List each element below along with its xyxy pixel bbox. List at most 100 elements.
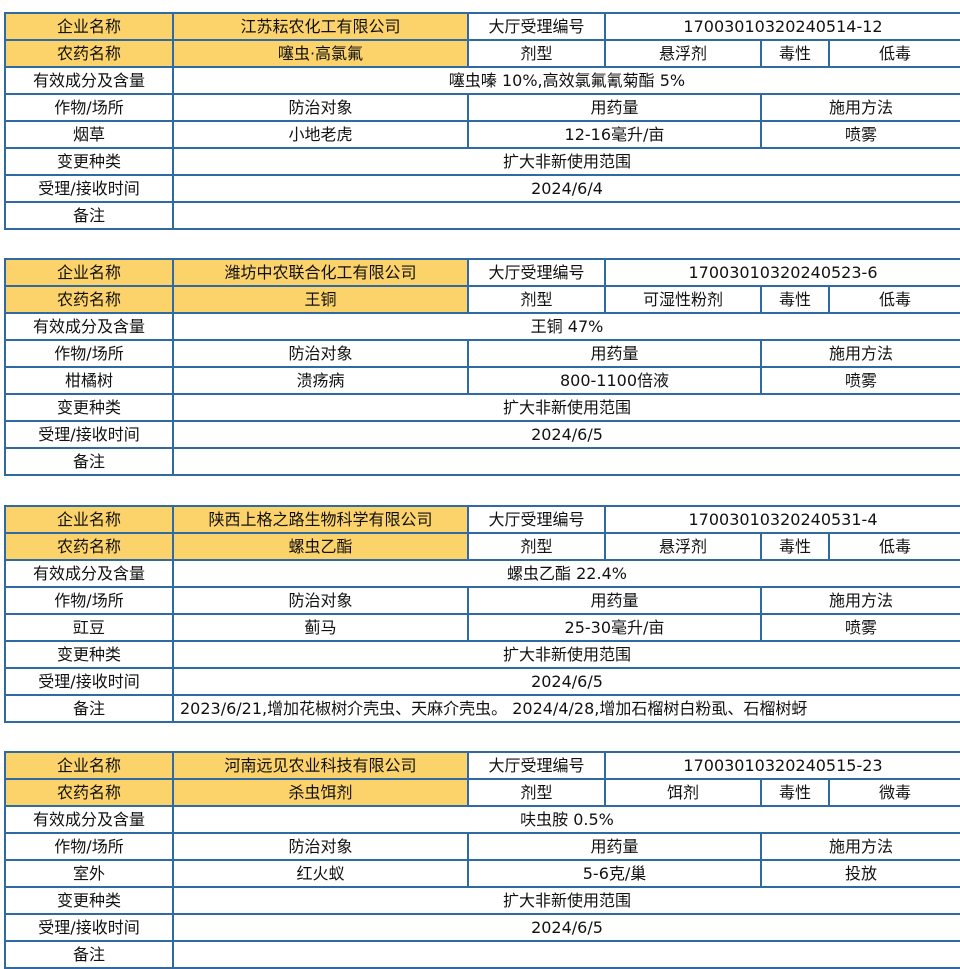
toxicity[interactable]: 低毒	[828, 532, 960, 561]
crop[interactable]: 烟草	[4, 120, 174, 149]
label-target[interactable]: 防治对象	[172, 339, 469, 368]
ingredients[interactable]: 螺虫乙酯 22.4%	[172, 559, 960, 588]
received-date[interactable]: 2024/6/5	[172, 420, 960, 449]
formulation[interactable]: 悬浮剂	[604, 532, 762, 561]
ingredients[interactable]: 噻虫嗪 10%,高效氯氟氰菊酯 5%	[172, 66, 960, 95]
pesticide-name[interactable]: 王铜	[172, 285, 469, 314]
change-type[interactable]: 扩大非新使用范围	[172, 147, 960, 176]
change-type[interactable]: 扩大非新使用范围	[172, 886, 960, 915]
label-note[interactable]: 备注	[4, 694, 174, 723]
target[interactable]: 蓟马	[172, 613, 469, 642]
crop[interactable]: 室外	[4, 859, 174, 888]
formulation[interactable]: 可湿性粉剂	[604, 285, 762, 314]
dosage[interactable]: 5-6克/巢	[467, 859, 762, 888]
label-formulation[interactable]: 剂型	[467, 39, 606, 68]
label-change-type[interactable]: 变更种类	[4, 640, 174, 669]
label-crop[interactable]: 作物/场所	[4, 832, 174, 861]
label-method[interactable]: 施用方法	[760, 586, 960, 615]
formulation[interactable]: 饵剂	[604, 778, 762, 807]
label-ingredients[interactable]: 有效成分及含量	[4, 66, 174, 95]
ingredients[interactable]: 王铜 47%	[172, 312, 960, 341]
label-reg-no[interactable]: 大厅受理编号	[467, 751, 606, 780]
label-formulation[interactable]: 剂型	[467, 778, 606, 807]
method[interactable]: 喷雾	[760, 613, 960, 642]
reg-no[interactable]: 17003010320240514-12	[604, 12, 960, 41]
label-target[interactable]: 防治对象	[172, 93, 469, 122]
company-name[interactable]: 江苏耘农化工有限公司	[172, 12, 469, 41]
reg-no[interactable]: 17003010320240523-6	[604, 258, 960, 287]
label-reg-no[interactable]: 大厅受理编号	[467, 258, 606, 287]
target[interactable]: 红火蚁	[172, 859, 469, 888]
label-method[interactable]: 施用方法	[760, 832, 960, 861]
label-received[interactable]: 受理/接收时间	[4, 420, 174, 449]
label-note[interactable]: 备注	[4, 447, 174, 476]
label-crop[interactable]: 作物/场所	[4, 339, 174, 368]
company-name[interactable]: 潍坊中农联合化工有限公司	[172, 258, 469, 287]
label-crop[interactable]: 作物/场所	[4, 586, 174, 615]
label-toxicity[interactable]: 毒性	[760, 532, 830, 561]
crop[interactable]: 豇豆	[4, 613, 174, 642]
pesticide-name[interactable]: 噻虫·高氯氟	[172, 39, 469, 68]
target[interactable]: 溃疡病	[172, 366, 469, 395]
received-date[interactable]: 2024/6/5	[172, 667, 960, 696]
change-type[interactable]: 扩大非新使用范围	[172, 393, 960, 422]
change-type[interactable]: 扩大非新使用范围	[172, 640, 960, 669]
dosage[interactable]: 800-1100倍液	[467, 366, 762, 395]
note[interactable]: 2023/6/21,增加花椒树介壳虫、天麻介壳虫。 2024/4/28,增加石榴…	[172, 694, 960, 723]
label-dosage[interactable]: 用药量	[467, 93, 762, 122]
label-crop[interactable]: 作物/场所	[4, 93, 174, 122]
label-pesticide[interactable]: 农药名称	[4, 778, 174, 807]
label-formulation[interactable]: 剂型	[467, 285, 606, 314]
label-method[interactable]: 施用方法	[760, 93, 960, 122]
ingredients[interactable]: 呋虫胺 0.5%	[172, 805, 960, 834]
reg-no[interactable]: 17003010320240531-4	[604, 505, 960, 534]
label-company[interactable]: 企业名称	[4, 258, 174, 287]
label-dosage[interactable]: 用药量	[467, 339, 762, 368]
label-reg-no[interactable]: 大厅受理编号	[467, 505, 606, 534]
label-method[interactable]: 施用方法	[760, 339, 960, 368]
company-name[interactable]: 河南远见农业科技有限公司	[172, 751, 469, 780]
label-ingredients[interactable]: 有效成分及含量	[4, 559, 174, 588]
label-change-type[interactable]: 变更种类	[4, 393, 174, 422]
received-date[interactable]: 2024/6/5	[172, 913, 960, 942]
label-reg-no[interactable]: 大厅受理编号	[467, 12, 606, 41]
method[interactable]: 投放	[760, 859, 960, 888]
label-dosage[interactable]: 用药量	[467, 586, 762, 615]
method[interactable]: 喷雾	[760, 120, 960, 149]
label-toxicity[interactable]: 毒性	[760, 39, 830, 68]
label-ingredients[interactable]: 有效成分及含量	[4, 805, 174, 834]
label-company[interactable]: 企业名称	[4, 12, 174, 41]
label-target[interactable]: 防治对象	[172, 832, 469, 861]
label-received[interactable]: 受理/接收时间	[4, 174, 174, 203]
label-toxicity[interactable]: 毒性	[760, 285, 830, 314]
label-toxicity[interactable]: 毒性	[760, 778, 830, 807]
note[interactable]	[172, 940, 960, 969]
label-company[interactable]: 企业名称	[4, 505, 174, 534]
label-received[interactable]: 受理/接收时间	[4, 913, 174, 942]
label-company[interactable]: 企业名称	[4, 751, 174, 780]
dosage[interactable]: 25-30毫升/亩	[467, 613, 762, 642]
label-pesticide[interactable]: 农药名称	[4, 532, 174, 561]
toxicity[interactable]: 微毒	[828, 778, 960, 807]
method[interactable]: 喷雾	[760, 366, 960, 395]
received-date[interactable]: 2024/6/4	[172, 174, 960, 203]
dosage[interactable]: 12-16毫升/亩	[467, 120, 762, 149]
label-target[interactable]: 防治对象	[172, 586, 469, 615]
label-change-type[interactable]: 变更种类	[4, 147, 174, 176]
label-pesticide[interactable]: 农药名称	[4, 39, 174, 68]
company-name[interactable]: 陕西上格之路生物科学有限公司	[172, 505, 469, 534]
label-dosage[interactable]: 用药量	[467, 832, 762, 861]
pesticide-name[interactable]: 杀虫饵剂	[172, 778, 469, 807]
note[interactable]	[172, 447, 960, 476]
label-ingredients[interactable]: 有效成分及含量	[4, 312, 174, 341]
label-formulation[interactable]: 剂型	[467, 532, 606, 561]
reg-no[interactable]: 17003010320240515-23	[604, 751, 960, 780]
label-change-type[interactable]: 变更种类	[4, 886, 174, 915]
crop[interactable]: 柑橘树	[4, 366, 174, 395]
target[interactable]: 小地老虎	[172, 120, 469, 149]
pesticide-name[interactable]: 螺虫乙酯	[172, 532, 469, 561]
label-note[interactable]: 备注	[4, 940, 174, 969]
formulation[interactable]: 悬浮剂	[604, 39, 762, 68]
toxicity[interactable]: 低毒	[828, 39, 960, 68]
label-received[interactable]: 受理/接收时间	[4, 667, 174, 696]
